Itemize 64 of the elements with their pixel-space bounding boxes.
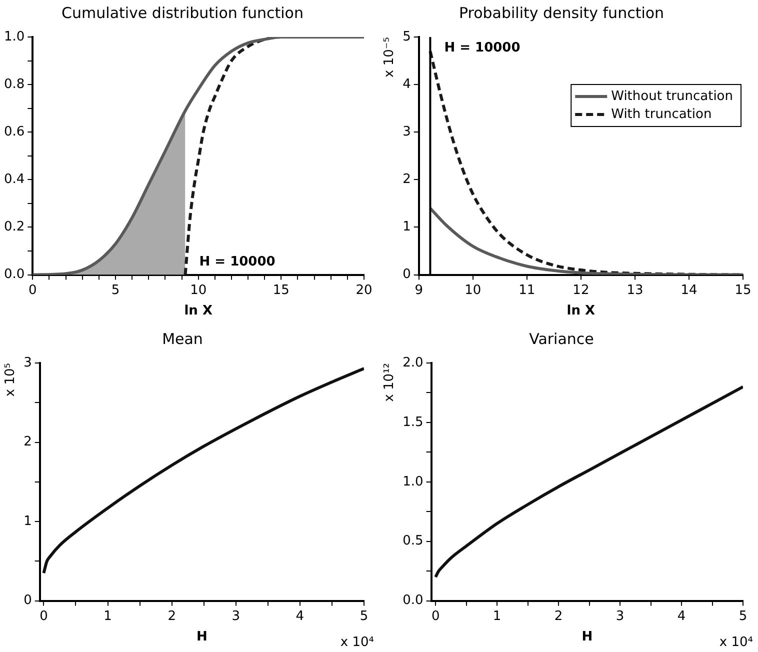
x-tick-label: 1	[492, 608, 502, 624]
line-series	[434, 385, 743, 579]
y-tick-label: 2	[402, 172, 411, 188]
x-tick-label: 5	[111, 282, 120, 298]
chart-title: Variance	[529, 330, 594, 348]
chart-title: Cumulative distribution function	[62, 4, 304, 22]
y-tick-label: 0	[402, 267, 411, 282]
x-tick-label: 12	[572, 282, 590, 298]
y-tick-label: 0.0	[402, 593, 424, 608]
x-tick-label: 4	[677, 608, 686, 624]
x-axis-title: ln X	[184, 304, 212, 319]
x-tick-label: 1	[104, 608, 112, 624]
x-axis-title: H	[196, 630, 208, 645]
x-tick-label: 2	[554, 608, 563, 624]
legend-label: Without truncation	[611, 88, 733, 104]
x-tick-label: 3	[232, 608, 240, 624]
x-tick-label: 4	[296, 608, 304, 624]
x-tick-label: 10	[464, 282, 482, 298]
y-tick-label: 4	[402, 76, 411, 92]
y-tick-label: 0.4	[4, 172, 25, 188]
y-tick-label: 0.8	[4, 76, 25, 92]
y-axis-title: x 10⁵	[3, 363, 18, 397]
y-axis-title: x 10⁻⁵	[382, 37, 398, 78]
y-axis-title: x 10¹²	[382, 363, 398, 402]
y-tick-label: 1.5	[402, 414, 424, 430]
x-tick-label: 5	[360, 608, 368, 624]
x-tick-label: 13	[626, 282, 644, 298]
y-tick-label: 5	[402, 29, 411, 44]
x-tick-label: 5	[738, 608, 748, 624]
y-tick-label: 1.0	[4, 29, 25, 44]
text: x 10⁴	[340, 634, 374, 650]
x-tick-label: 15	[272, 282, 290, 298]
annotation: H = 10000	[444, 40, 520, 56]
x-axis-title: H	[582, 630, 593, 645]
y-tick-label: 0.0	[4, 267, 25, 282]
text: x 10⁴	[719, 634, 753, 650]
x-tick-label: 20	[356, 282, 372, 298]
annotation: H = 10000	[199, 254, 276, 270]
line-series	[42, 367, 364, 575]
x-tick-label: 14	[680, 282, 698, 298]
x-tick-label: 15	[734, 282, 752, 298]
y-tick-label: 3	[402, 124, 411, 140]
x-tick-label: 11	[518, 282, 536, 298]
chart-title: Mean	[162, 330, 203, 348]
x-axis-title: ln X	[566, 304, 596, 319]
x-tick-label: 0	[431, 608, 440, 624]
x-tick-label: 10	[190, 282, 207, 298]
y-tick-label: 1	[24, 514, 32, 529]
y-tick-label: 1.0	[402, 474, 424, 490]
x-tick-label: 9	[414, 282, 424, 298]
y-tick-label: 0.2	[4, 220, 25, 235]
y-tick-label: 0.6	[4, 124, 25, 140]
y-tick-label: 2.0	[402, 355, 424, 370]
x-tick-label: 3	[616, 608, 624, 624]
line-series	[428, 206, 743, 275]
x-tick-label: 0	[40, 608, 48, 624]
y-tick-label: 0.5	[402, 534, 424, 549]
chart-title: Probability density function	[458, 4, 664, 22]
x-tick-label: 2	[168, 608, 176, 624]
y-tick-label: 0	[24, 593, 32, 608]
y-tick-label: 3	[24, 355, 32, 370]
y-tick-label: 2	[24, 434, 32, 450]
y-tick-label: 1	[402, 220, 411, 235]
legend-label: With truncation	[611, 106, 712, 122]
